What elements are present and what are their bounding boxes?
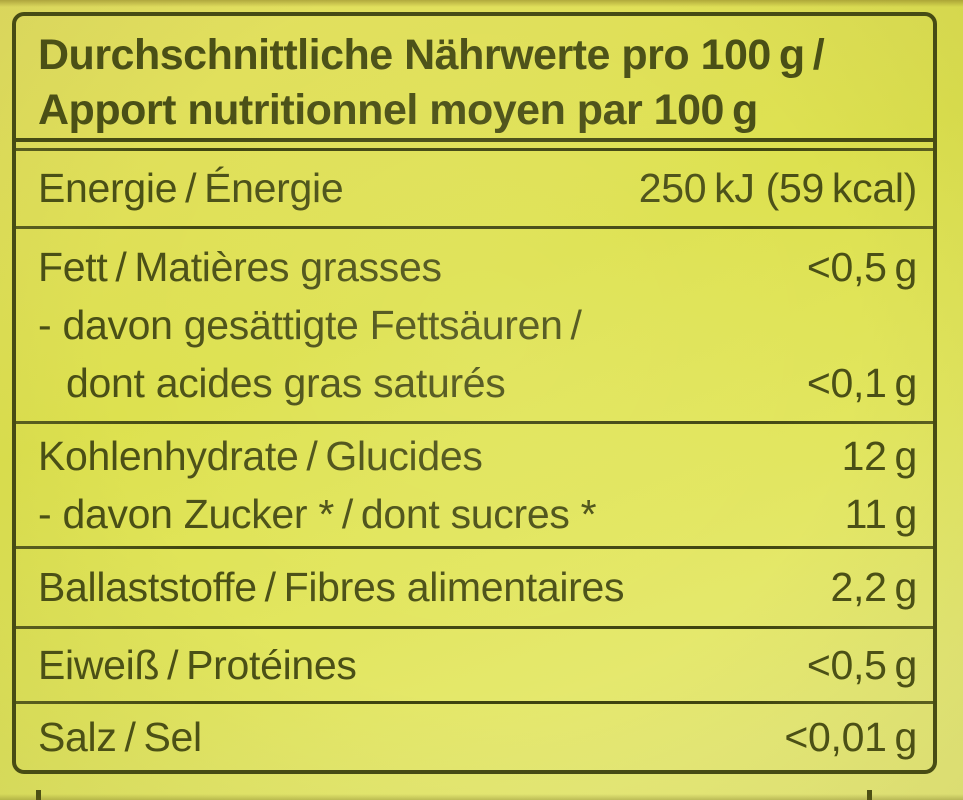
carbohydrate-value: 12 g (841, 433, 918, 479)
header-line-french: Apport nutritionnel moyen par 100 g (38, 86, 758, 134)
header-divider-rule (16, 148, 933, 151)
sugars-value: 11 g (844, 491, 918, 537)
table-header: Durchschnittliche Nährwerte pro 100 g / … (16, 16, 933, 142)
energy-value: 250 kJ (59 kcal) (638, 165, 918, 211)
saturated-fat-label-german: - davon gesättigte Fettsäuren / (38, 302, 582, 348)
saturated-fat-value: <0,1 g (806, 360, 917, 406)
saturated-fat-line-german: - davon gesättigte Fettsäuren / (16, 296, 933, 354)
row-energy: Energie / Énergie 250 kJ (59 kcal) (16, 151, 933, 226)
carbohydrate-line: Kohlenhydrate / Glucides 12 g (16, 427, 933, 485)
carbohydrate-label: Kohlenhydrate / Glucides (38, 433, 483, 479)
row-divider (16, 421, 933, 424)
row-carbohydrate-group: Kohlenhydrate / Glucides 12 g - davon Zu… (16, 424, 933, 546)
saturated-fat-line-french: dont acides gras saturés <0,1 g (16, 354, 933, 412)
row-divider (16, 226, 933, 229)
row-fat-group: Fett / Matières grasses <0,5 g - davon g… (16, 229, 933, 421)
sugars-line: - davon Zucker * / dont sucres * 11 g (16, 485, 933, 543)
header-line-german: Durchschnittliche Nährwerte pro 100 g / (38, 31, 825, 79)
footnote-cutoff-marks (867, 790, 872, 800)
fibre-label: Ballaststoffe / Fibres alimentaires (38, 564, 625, 610)
fibre-value: 2,2 g (830, 564, 917, 610)
row-divider (16, 546, 933, 549)
fat-line: Fett / Matières grasses <0,5 g (16, 238, 933, 296)
nutrition-table: Durchschnittliche Nährwerte pro 100 g / … (12, 12, 937, 774)
saturated-fat-label-french: dont acides gras saturés (66, 360, 506, 406)
fat-value: <0,5 g (806, 244, 917, 290)
footnote-cutoff-marks (36, 790, 41, 800)
salt-label: Salz / Sel (38, 713, 202, 760)
salt-value: <0,01 g (784, 713, 917, 760)
row-protein: Eiweiß / Protéines <0,5 g (16, 629, 933, 701)
energy-label: Energie / Énergie (38, 165, 344, 211)
protein-label: Eiweiß / Protéines (38, 641, 357, 688)
sugars-label: - davon Zucker * / dont sucres * (38, 491, 597, 537)
protein-value: <0,5 g (806, 641, 917, 688)
row-fibre: Ballaststoffe / Fibres alimentaires 2,2 … (16, 549, 933, 626)
row-salt: Salz / Sel <0,01 g (16, 704, 933, 770)
row-divider (16, 701, 933, 704)
fat-label: Fett / Matières grasses (38, 244, 442, 290)
row-divider (16, 626, 933, 629)
